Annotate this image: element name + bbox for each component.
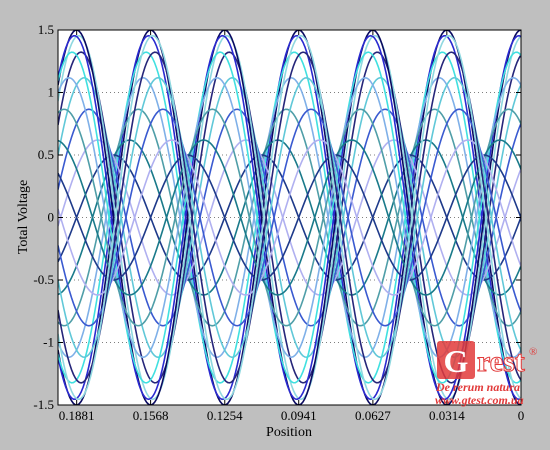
- x-tick-label: 0: [518, 408, 525, 423]
- logo-tagline: De rerum natura: [435, 380, 520, 394]
- x-tick-label: 0.1254: [207, 408, 243, 423]
- y-tick-label: 0.5: [38, 147, 54, 162]
- series-line: [58, 34, 521, 401]
- logo-g: G: [444, 343, 469, 379]
- x-axis-label: Position: [266, 425, 312, 440]
- series-line: [58, 108, 521, 327]
- x-tick-label: 0.1568: [133, 408, 169, 423]
- x-tick-label: 0.1881: [59, 408, 95, 423]
- series-line: [58, 139, 521, 296]
- series-line: [58, 34, 521, 401]
- series-line: [58, 51, 521, 384]
- series-line: [58, 139, 521, 296]
- ticks-group: 1.5 1 0.5 0 -0.5 -1 -1.5 0.1881 0.1568 0.1254 0.09…: [33, 22, 524, 423]
- series-line: [58, 34, 521, 401]
- logo-registered: ®: [529, 346, 537, 358]
- x-tick-label: 0.0314: [429, 408, 465, 423]
- y-tick-label: -1.5: [33, 397, 54, 412]
- y-axis-label: Total Voltage: [16, 180, 31, 254]
- y-tick-label: 1.5: [38, 22, 54, 37]
- series-group: [58, 30, 521, 405]
- series-line: [58, 154, 521, 281]
- series-line: [58, 108, 521, 327]
- y-tick-label: -1: [43, 335, 54, 350]
- logo-rest: rest: [477, 345, 525, 378]
- y-tick-label: 0: [48, 210, 55, 225]
- watermark: G rest ® De rerum natura www.gtest.com.u…: [435, 341, 537, 407]
- x-tick-label: 0.0941: [281, 408, 317, 423]
- y-tick-label: -0.5: [33, 272, 54, 287]
- y-tick-label: 1: [48, 85, 55, 100]
- series-line: [58, 76, 521, 359]
- series-line: [58, 108, 521, 327]
- series-line: [58, 51, 521, 384]
- x-tick-label: 0.0627: [355, 408, 391, 423]
- logo-g-box: [437, 341, 475, 379]
- logo-url: www.gtest.com.ua: [435, 393, 524, 407]
